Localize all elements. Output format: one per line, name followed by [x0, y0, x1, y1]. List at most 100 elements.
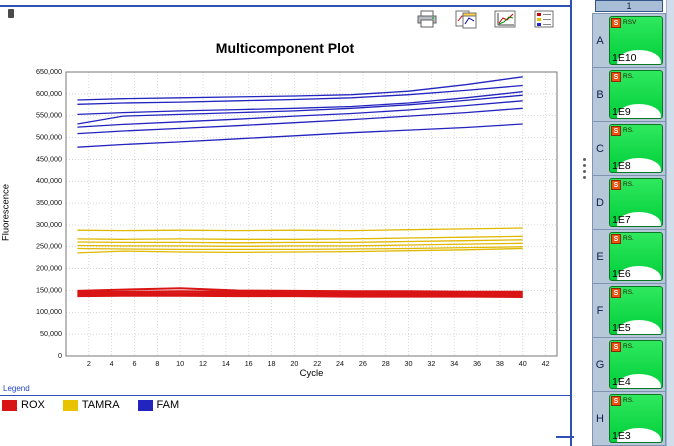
sample-tag: RS.: [623, 343, 634, 350]
y-tick-label: 0: [58, 351, 62, 360]
x-tick-label: 16: [245, 359, 253, 368]
splitter-handle-icon[interactable]: [583, 158, 586, 179]
series-ROX-3: [77, 292, 523, 296]
legend-item-label: ROX: [21, 399, 45, 411]
well-shine: [617, 266, 661, 280]
sample-flag-badge: S: [611, 396, 621, 406]
well-cell: S RSV 1E10: [607, 14, 665, 67]
sample-label: 1E10: [612, 52, 637, 64]
x-tick-label: 42: [542, 359, 550, 368]
x-tick-label: 8: [155, 359, 159, 368]
plate-panel: 1 A S RSV 1E10 B S RS. 1E9 C S RS. 1E8 D S RS. 1E7 E S RS.…: [592, 0, 666, 446]
copy-plot-icon[interactable]: [453, 8, 479, 30]
plot-toolbar: [414, 8, 557, 30]
sample-flag-badge: S: [611, 18, 621, 28]
x-tick-label: 12: [199, 359, 207, 368]
series-TAMRA-4: [77, 242, 523, 247]
sample-tag: RS.: [623, 127, 634, 134]
y-tick-label: 600,000: [36, 89, 62, 98]
legend-swatch: [137, 399, 153, 411]
y-tick-label: 400,000: [36, 176, 62, 185]
well-G1[interactable]: S RS. 1E4: [609, 340, 663, 389]
well-cell: S RS. 1E7: [607, 176, 665, 229]
legend-settings-icon[interactable]: [531, 8, 557, 30]
x-tick-label: 34: [450, 359, 458, 368]
series-TAMRA-6: [77, 247, 523, 254]
sample-label: 1E9: [612, 106, 631, 118]
x-tick-label: 2: [87, 359, 91, 368]
well-F1[interactable]: S RS. 1E5: [609, 286, 663, 335]
x-tick-label: 18: [268, 359, 276, 368]
x-tick-label: 36: [473, 359, 481, 368]
well-B1[interactable]: S RS. 1E9: [609, 70, 663, 119]
series-FAM-1: [77, 76, 523, 101]
x-tick-label: 6: [133, 359, 137, 368]
x-tick-label: 30: [405, 359, 413, 368]
x-tick-label: 38: [496, 359, 504, 368]
well-shine: [617, 428, 661, 442]
x-axis-label: Cycle: [299, 368, 324, 379]
x-tick-label: 4: [110, 359, 114, 368]
sample-label: 1E7: [612, 214, 631, 226]
plate-column-header[interactable]: 1: [595, 0, 663, 12]
well-E1[interactable]: S RS. 1E6: [609, 232, 663, 281]
series-FAM-3: [77, 91, 523, 116]
analysis-plot-icon[interactable]: [492, 8, 518, 30]
sample-flag-badge: S: [611, 234, 621, 244]
legend-item-rox: ROX: [2, 399, 45, 411]
row-label-F[interactable]: F: [596, 304, 604, 317]
x-tick-label: 26: [359, 359, 367, 368]
series-FAM-5: [77, 100, 523, 128]
row-label-G[interactable]: G: [595, 358, 605, 371]
series-TAMRA-2: [77, 235, 523, 240]
x-tick-label: 40: [519, 359, 527, 368]
row-label-E[interactable]: E: [596, 250, 604, 263]
y-tick-label: 200,000: [36, 264, 62, 273]
y-tick-label: 250,000: [36, 242, 62, 251]
plate-scrollbar[interactable]: [666, 0, 674, 446]
sample-label: 1E8: [612, 160, 631, 172]
series-TAMRA-1: [77, 227, 523, 232]
well-A1[interactable]: S RSV 1E10: [609, 16, 663, 65]
well-D1[interactable]: S RS. 1E7: [609, 178, 663, 227]
well-cell: S RS. 1E8: [607, 122, 665, 175]
x-tick-label: 24: [336, 359, 344, 368]
row-label-B[interactable]: B: [596, 88, 604, 101]
x-tick-label: 20: [290, 359, 298, 368]
row-label-C[interactable]: C: [596, 142, 604, 155]
row-label-A[interactable]: A: [596, 34, 604, 47]
well-H1[interactable]: S RS. 1E3: [609, 394, 663, 443]
legend-swatch: [2, 399, 17, 411]
plate-row-H: H S RS. 1E3: [592, 392, 666, 446]
panel-divider: [570, 0, 572, 446]
well-cell: S RS. 1E6: [607, 230, 665, 283]
legend-row: ROX TAMRA FAM: [2, 399, 179, 411]
plate-header: 1: [592, 0, 666, 13]
row-label-D[interactable]: D: [596, 196, 604, 209]
sample-tag: RSV: [623, 19, 637, 26]
y-tick-label: 300,000: [36, 220, 62, 229]
well-C1[interactable]: S RS. 1E8: [609, 124, 663, 173]
well-cell: S RS. 1E4: [607, 338, 665, 391]
x-tick-label: 32: [427, 359, 435, 368]
sample-label: 1E3: [612, 430, 631, 442]
y-tick-label: 450,000: [36, 154, 62, 163]
sample-flag-badge: S: [611, 72, 621, 82]
y-tick-label: 550,000: [36, 111, 62, 120]
y-tick-label: 100,000: [36, 307, 62, 316]
legend-swatch: [62, 399, 78, 411]
series-ROX-2: [77, 290, 523, 295]
well-cell: S RS. 1E9: [607, 68, 665, 121]
sample-flag-badge: S: [611, 126, 621, 136]
print-icon[interactable]: [414, 8, 440, 30]
plate-row-A: A S RSV 1E10: [592, 13, 666, 68]
well-shine: [617, 50, 661, 64]
y-tick-label: 350,000: [36, 198, 62, 207]
well-cell: S RS. 1E3: [607, 392, 665, 445]
row-label-H[interactable]: H: [596, 412, 604, 425]
y-tick-label: 50,000: [40, 329, 62, 338]
series-FAM-6: [77, 107, 523, 135]
series-FAM-4: [77, 94, 523, 125]
x-tick-label: 10: [176, 359, 184, 368]
sample-label: 1E4: [612, 376, 631, 388]
